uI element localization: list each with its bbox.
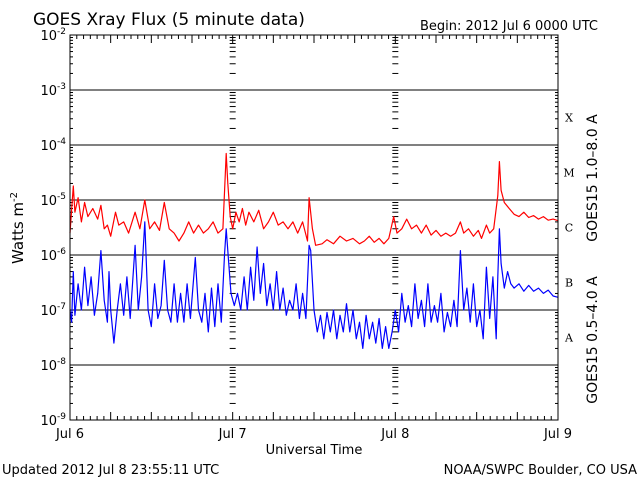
y-tick-label-exponent: -4 [57, 137, 66, 147]
x-tick-label: Jul 6 [55, 427, 84, 442]
flare-class-label: B [565, 277, 573, 290]
flare-class-labels: X M C B A [563, 112, 574, 345]
flare-class-label: M [563, 167, 574, 180]
chart-title: GOES Xray Flux (5 minute data) [33, 10, 305, 30]
y-tick-label-exponent: -2 [57, 27, 66, 37]
legend-series-short: GOES15 0.5–4.0 A [585, 276, 601, 404]
series-line-long-wavelength [69, 152, 559, 246]
y-tick-label: 10-8 [40, 357, 66, 374]
y-tick-label-exponent: -9 [57, 412, 66, 422]
x-tick-labels: Jul 6 Jul 7 Jul 8 Jul 9 [55, 427, 572, 442]
y-tick-label: 10-5 [40, 192, 66, 209]
y-tick-label-exponent: -6 [57, 247, 66, 257]
y-tick-label: 10-4 [40, 137, 66, 154]
y-tick-label: 10-7 [40, 302, 66, 319]
y-tick-label: 10-3 [40, 82, 66, 99]
flare-class-label: X [565, 112, 573, 125]
y-tick-label-base: 10 [40, 249, 57, 264]
y-tick-label-exponent: -5 [57, 192, 66, 202]
y-tick-labels: 10-210-310-410-510-610-710-810-9 [40, 27, 66, 429]
series-line-short-wavelength [69, 221, 559, 349]
updated-timestamp: Updated 2012 Jul 8 23:55:11 UTC [2, 463, 219, 478]
y-tick-label-exponent: -7 [57, 302, 66, 312]
y-tick-label: 10-2 [40, 27, 66, 44]
y-tick-label: 10-6 [40, 247, 66, 264]
legend-series-long: GOES15 1.0–8.0 A [585, 114, 601, 242]
y-tick-label-base: 10 [40, 359, 57, 374]
plot-frame [69, 34, 559, 421]
x-tick-label: Jul 7 [218, 427, 247, 442]
y-tick-label-base: 10 [40, 414, 57, 429]
y-axis-title: Watts m-2 [9, 192, 27, 264]
y-axis-label-main: Watts m [9, 202, 27, 264]
y-tick-label-base: 10 [40, 304, 57, 319]
y-tick-label-base: 10 [40, 29, 57, 44]
flare-class-label: C [565, 222, 573, 235]
flare-class-label: A [564, 332, 574, 345]
source-credit: NOAA/SWPC Boulder, CO USA [444, 463, 637, 478]
y-axis-label-exponent: -2 [9, 192, 20, 202]
y-tick-label-exponent: -8 [57, 357, 66, 367]
y-tick-label-exponent: -3 [57, 82, 66, 92]
y-tick-label-base: 10 [40, 139, 57, 154]
x-tick-label: Jul 9 [543, 427, 572, 442]
begin-label: Begin: 2012 Jul 6 0000 UTC [420, 19, 598, 34]
y-tick-label: 10-9 [40, 412, 66, 429]
x-tick-label: Jul 8 [380, 427, 409, 442]
x-axis-title: Universal Time [266, 443, 363, 458]
y-tick-label-base: 10 [40, 84, 57, 99]
y-tick-label-base: 10 [40, 194, 57, 209]
series-layer [69, 152, 559, 349]
